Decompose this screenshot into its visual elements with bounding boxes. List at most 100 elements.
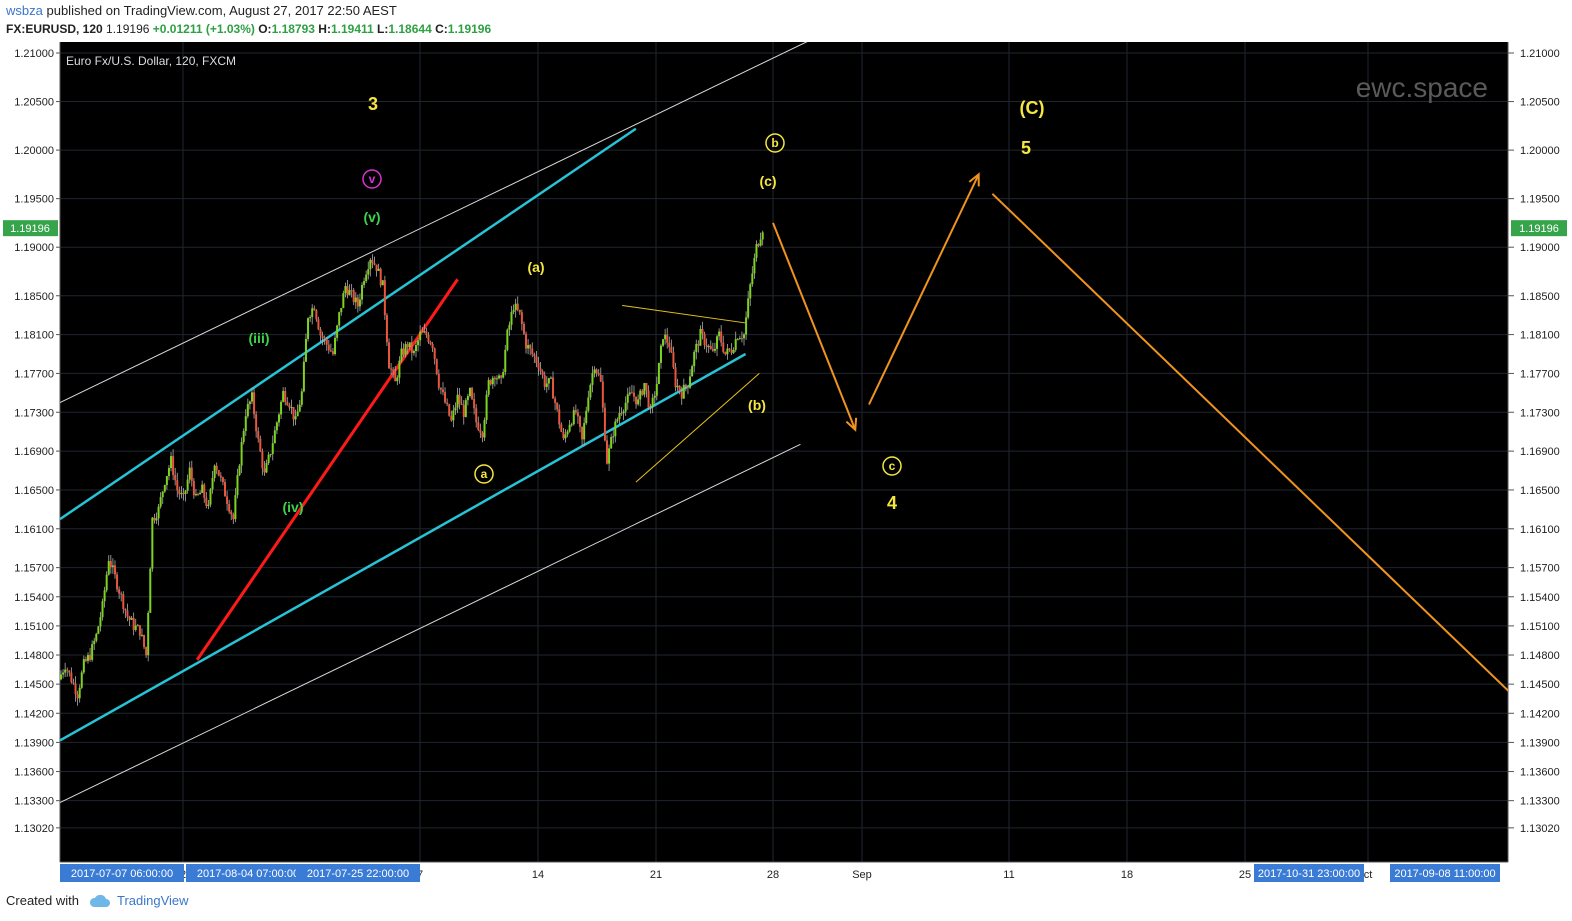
high-value: 1.19411: [330, 22, 374, 36]
candle-body: [309, 317, 312, 319]
candle-body: [718, 331, 721, 337]
candle-body: [180, 493, 183, 495]
annotation-c: c: [882, 456, 902, 476]
annotation-4: 4: [887, 493, 897, 513]
candle-body: [624, 402, 627, 412]
candle-body: [713, 348, 716, 351]
author-link[interactable]: wsbza: [6, 3, 43, 18]
candle-body: [211, 477, 214, 490]
price-change: +0.01211 (+1.03%): [152, 22, 255, 36]
tradingview-brand-link[interactable]: TradingView: [116, 893, 189, 908]
candle-body: [495, 378, 498, 380]
y-tick-label-right: 1.15700: [1520, 563, 1560, 575]
watermark: ewc.space: [1356, 72, 1488, 103]
candle-body: [286, 401, 289, 406]
candle-body: [190, 467, 193, 481]
candle-body: [587, 397, 590, 411]
candle-body: [549, 377, 552, 379]
series-line-triangle-upper: [622, 304, 746, 324]
candle-body: [583, 423, 586, 440]
candle-body: [520, 312, 523, 324]
candle-body: [547, 378, 550, 384]
candle-body: [60, 674, 62, 680]
candle-body: [759, 239, 762, 246]
candle-body: [267, 454, 270, 464]
candle-body: [689, 376, 692, 388]
candle-body: [76, 694, 79, 699]
annotation-iv: (iv): [283, 499, 304, 515]
candle-body: [701, 328, 704, 334]
last-price: 1.19196: [106, 22, 150, 36]
candle-body: [327, 344, 330, 351]
candle-body: [682, 384, 685, 399]
candle-body: [743, 334, 746, 339]
candle-body: [653, 395, 656, 398]
annotation-a: a: [474, 464, 494, 484]
candle-body: [562, 431, 565, 439]
candle-body: [157, 506, 160, 519]
candle-body: [454, 407, 457, 411]
candle-body: [678, 385, 681, 392]
candle-body: [342, 293, 345, 308]
candle-body: [388, 342, 391, 369]
candle-body: [618, 413, 621, 420]
candle-body: [70, 672, 73, 683]
candle-body: [437, 373, 440, 388]
annotation-circle: [362, 169, 382, 189]
annotation-v: (v): [363, 209, 380, 225]
candle-body: [329, 350, 332, 352]
candle-body: [738, 338, 741, 340]
candle-body: [209, 489, 212, 505]
candle-body: [668, 342, 671, 348]
candle-body: [118, 589, 121, 594]
candle-body: [336, 325, 339, 338]
candle-body: [662, 339, 665, 346]
plot-area: Euro Fx/U.S. Dollar, 120, FXCM ewc.space 3…: [60, 42, 1508, 804]
candle-body: [346, 286, 349, 295]
candle-body: [730, 349, 733, 353]
candle-body: [487, 380, 490, 395]
y-tick-label-left: 1.17300: [14, 407, 54, 419]
y-tick-label-left: 1.15100: [14, 621, 54, 633]
candle-body: [720, 331, 723, 343]
candle-body: [435, 359, 438, 374]
candle-body: [232, 514, 235, 520]
annotation-text: v: [369, 172, 376, 186]
y-tick-label-right: 1.14200: [1520, 708, 1560, 720]
candle-body: [734, 339, 737, 350]
candle-body: [255, 414, 258, 432]
candle-body: [184, 490, 187, 494]
candle-body: [215, 465, 218, 471]
candle-body: [261, 451, 264, 469]
candle-body: [358, 299, 361, 307]
candle-body: [674, 367, 677, 388]
candle-body: [275, 422, 278, 431]
y-tick-label-left: 1.13020: [14, 823, 54, 835]
candle-body: [302, 361, 305, 392]
candle-body: [122, 593, 125, 609]
candle-body: [512, 310, 515, 313]
candle-body: [143, 634, 146, 647]
y-tick-label-left: 1.18100: [14, 330, 54, 342]
candle-body: [390, 368, 393, 370]
y-tick-label-left: 1.15700: [14, 563, 54, 575]
candle-body: [755, 244, 758, 258]
candle-body: [581, 426, 584, 440]
candle-body: [149, 568, 152, 613]
annotation-iii: (iii): [249, 330, 270, 346]
time-tag-text: 2017-08-04 07:00:00: [197, 868, 299, 880]
candle-body: [138, 625, 141, 636]
annotation-text: (c): [759, 173, 776, 189]
candle-body: [224, 482, 227, 497]
annotation-C: (C): [1020, 98, 1045, 118]
candle-body: [493, 377, 496, 380]
series-line-cyan-lower-channel: [60, 352, 747, 742]
candle-body: [298, 404, 301, 412]
candle-body: [724, 351, 727, 355]
annotation-c: (c): [759, 173, 776, 189]
candle-body: [473, 399, 476, 409]
candle-body: [533, 353, 536, 357]
candle-body: [392, 369, 395, 372]
series-line-triangle-lower: [635, 373, 760, 483]
